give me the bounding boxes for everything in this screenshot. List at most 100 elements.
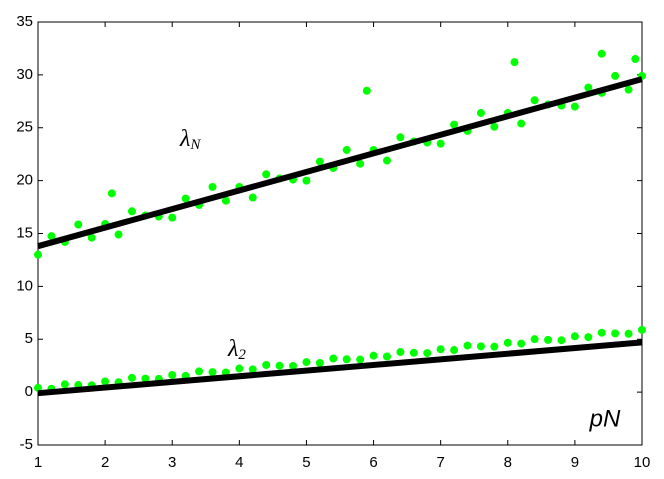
point — [289, 362, 298, 371]
x-tick-label: 9 — [571, 454, 579, 471]
point — [181, 194, 190, 203]
y-tick-label: 35 — [16, 13, 33, 30]
annotation-symbol: λ — [227, 336, 238, 362]
point — [60, 380, 69, 389]
point — [87, 233, 96, 242]
point — [315, 358, 324, 367]
y-tick-label: 30 — [16, 66, 33, 83]
point — [262, 170, 271, 179]
point — [396, 348, 405, 357]
annotation-subscript: 2 — [238, 347, 246, 363]
point — [315, 157, 324, 166]
point — [248, 193, 257, 202]
point — [530, 96, 539, 105]
point — [356, 355, 365, 364]
point — [450, 120, 459, 129]
x-tick-label: 8 — [504, 454, 512, 471]
point — [47, 232, 56, 241]
point — [382, 156, 391, 165]
x-tick-label: 3 — [168, 454, 176, 471]
point — [631, 55, 640, 64]
point — [436, 345, 445, 354]
y-tick-label: 5 — [25, 330, 33, 347]
point — [570, 332, 579, 341]
point — [490, 122, 499, 131]
point — [490, 342, 499, 351]
y-tick-label: 0 — [25, 383, 33, 400]
annotation-subscript: N — [189, 137, 201, 153]
x-axis-label: pN — [589, 405, 621, 432]
annotation: λ2 — [227, 336, 246, 364]
x-tick-label: 10 — [634, 454, 651, 471]
point — [517, 119, 526, 128]
point — [503, 338, 512, 347]
point — [74, 220, 83, 229]
point — [544, 335, 553, 344]
x-tick-label: 6 — [369, 454, 377, 471]
point — [34, 250, 42, 259]
point — [584, 83, 593, 92]
point — [409, 348, 418, 357]
point — [101, 377, 110, 386]
point — [342, 355, 351, 364]
y-tick-label: 25 — [16, 119, 33, 136]
y-tick-label: -5 — [20, 436, 33, 453]
point — [329, 354, 338, 363]
point — [302, 176, 311, 185]
point — [248, 365, 257, 374]
point — [275, 361, 284, 370]
point — [356, 159, 365, 168]
point — [195, 367, 204, 376]
point — [168, 370, 177, 379]
point — [302, 358, 311, 367]
x-tick-label: 5 — [302, 454, 310, 471]
point — [127, 207, 136, 216]
point — [141, 374, 150, 383]
annotation-symbol: λ — [179, 126, 190, 152]
point — [476, 342, 485, 351]
point — [624, 85, 633, 94]
point — [423, 349, 432, 358]
point — [611, 71, 620, 80]
point — [624, 329, 633, 338]
point — [262, 360, 271, 369]
x-tick-label: 4 — [235, 454, 243, 471]
point — [107, 189, 116, 198]
point — [476, 108, 485, 117]
point — [362, 86, 371, 95]
x-tick-label: 1 — [34, 454, 42, 471]
point — [396, 133, 405, 142]
point — [510, 58, 519, 67]
x-tick-label: 2 — [101, 454, 109, 471]
point — [450, 346, 459, 355]
point — [369, 351, 378, 360]
point — [235, 364, 244, 373]
point — [611, 329, 620, 338]
line — [37, 339, 643, 397]
annotation: λN — [179, 126, 201, 154]
point — [208, 182, 217, 191]
point — [557, 336, 566, 345]
point — [517, 339, 526, 348]
point — [530, 335, 539, 344]
y-tick-label: 20 — [16, 172, 33, 189]
point — [638, 325, 646, 334]
point — [221, 196, 230, 205]
line — [37, 76, 643, 250]
plot-frame — [37, 21, 643, 446]
y-tick-label: 10 — [16, 277, 33, 294]
point — [114, 230, 123, 239]
point — [584, 333, 593, 342]
x-tick-label: 7 — [436, 454, 444, 471]
point — [570, 102, 579, 111]
point — [208, 368, 217, 377]
y-tick-label: 15 — [16, 224, 33, 241]
point — [436, 139, 445, 148]
point — [597, 328, 606, 337]
point — [463, 341, 472, 350]
point — [127, 373, 136, 382]
point — [382, 352, 391, 361]
point — [597, 49, 606, 58]
point — [34, 383, 42, 392]
